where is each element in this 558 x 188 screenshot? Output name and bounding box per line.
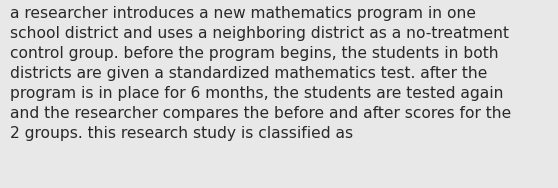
Text: a researcher introduces a new mathematics program in one
school district and use: a researcher introduces a new mathematic… xyxy=(10,6,511,141)
